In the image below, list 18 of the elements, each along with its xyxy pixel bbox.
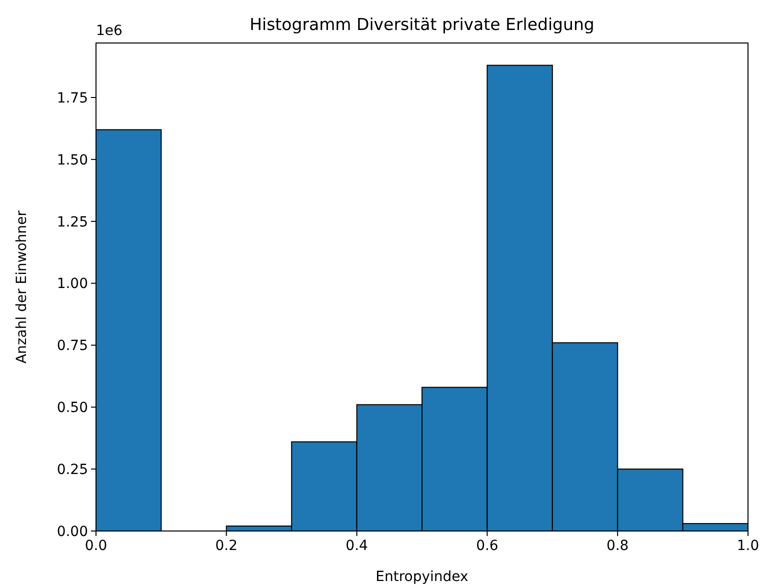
chart-title: Histogramm Diversität private Erledigung bbox=[250, 15, 594, 34]
text: 1e6 bbox=[96, 23, 123, 39]
y-tick-label: 1.00 bbox=[56, 276, 88, 292]
x-tick-label: 0.4 bbox=[346, 538, 368, 554]
x-tick-label: 0.8 bbox=[606, 538, 629, 554]
y-tick-label: 0.75 bbox=[56, 338, 88, 354]
y-tick-label: 0.00 bbox=[56, 524, 88, 540]
x-tick-label: 1.0 bbox=[736, 538, 760, 554]
x-tick-label: 0.2 bbox=[215, 538, 238, 554]
y-tick-label: 1.25 bbox=[56, 214, 88, 230]
y-tick-label: 0.25 bbox=[56, 462, 88, 478]
y-tick-label: 1.75 bbox=[56, 90, 88, 106]
x-tick-label: 0.0 bbox=[84, 538, 108, 554]
y-tick-label: 1.50 bbox=[56, 152, 88, 168]
y-tick-label: 0.50 bbox=[56, 400, 88, 416]
x-tick-label: 0.6 bbox=[476, 538, 498, 554]
y-axis-title: Anzahl der Einwohner bbox=[14, 210, 30, 364]
x-axis-title: Entropyindex bbox=[376, 569, 468, 585]
